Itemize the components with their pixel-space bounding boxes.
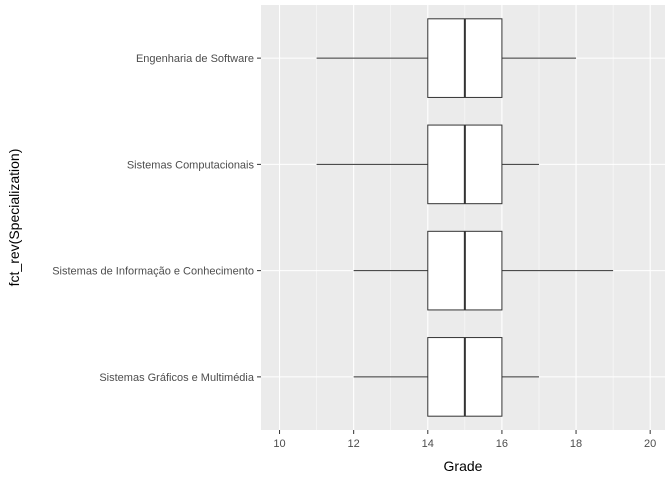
y-tick-label: Sistemas Computacionais: [127, 159, 255, 171]
x-tick-label: 10: [273, 438, 285, 450]
y-tick-label: Sistemas Gráficos e Multimédia: [99, 372, 255, 384]
y-tick-label: Sistemas de Informação e Conhecimento: [52, 266, 254, 278]
x-tick-label: 14: [422, 438, 434, 450]
x-tick-label: 20: [644, 438, 656, 450]
box-4: [353, 337, 539, 417]
y-axis: Engenharia de Software Sistemas Computaci…: [52, 53, 261, 384]
boxes: [316, 18, 614, 417]
x-axis: 10 12 14 16 18 20: [273, 430, 656, 450]
x-tick-label: 12: [348, 438, 360, 450]
x-axis-title: Grade: [444, 458, 483, 474]
x-tick-label: 18: [570, 438, 582, 450]
y-tick-label: Engenharia de Software: [136, 53, 254, 65]
x-tick-label: 16: [496, 438, 508, 450]
box-3: [353, 230, 614, 311]
y-axis-title: fct_rev(Specialization): [6, 149, 22, 287]
box-1: [316, 18, 577, 98]
box-2: [316, 124, 539, 205]
